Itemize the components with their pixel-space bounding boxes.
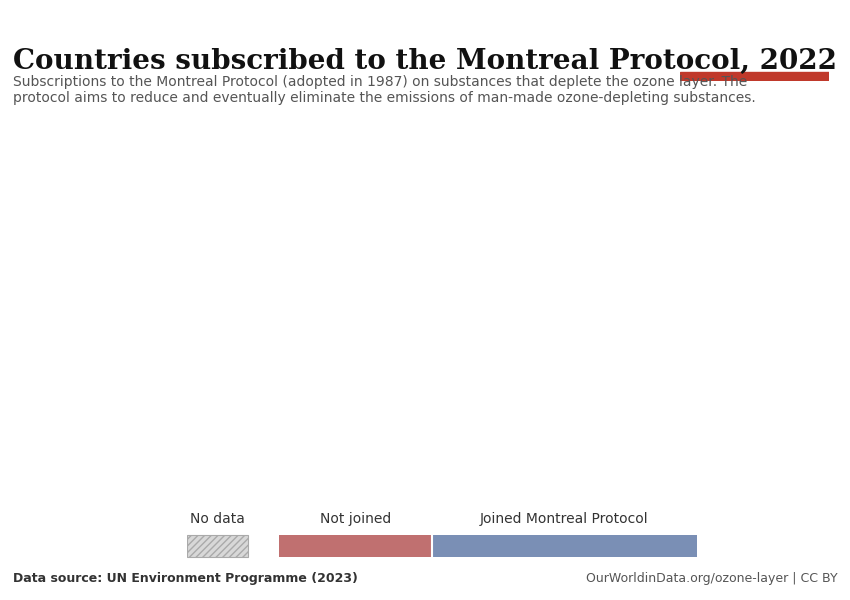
Text: No data: No data (190, 512, 245, 526)
Text: Data source: UN Environment Programme (2023): Data source: UN Environment Programme (2… (13, 572, 358, 585)
Text: OurWorldinData.org/ozone-layer | CC BY: OurWorldinData.org/ozone-layer | CC BY (586, 572, 837, 585)
Text: Our World
in Data: Our World in Data (719, 25, 790, 53)
Text: Joined Montreal Protocol: Joined Montreal Protocol (480, 512, 649, 526)
Text: Subscriptions to the Montreal Protocol (adopted in 1987) on substances that depl: Subscriptions to the Montreal Protocol (… (13, 75, 756, 105)
Bar (432, 535, 697, 557)
Bar (279, 535, 432, 557)
Bar (680, 73, 829, 81)
Text: Countries subscribed to the Montreal Protocol, 2022: Countries subscribed to the Montreal Pro… (13, 48, 836, 75)
Text: Not joined: Not joined (320, 512, 391, 526)
FancyBboxPatch shape (187, 535, 248, 557)
